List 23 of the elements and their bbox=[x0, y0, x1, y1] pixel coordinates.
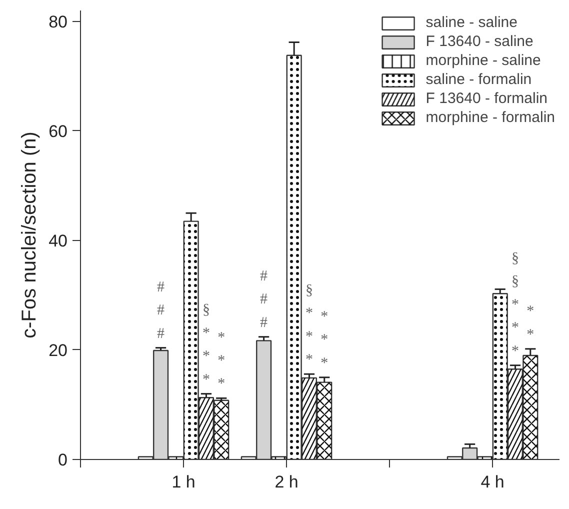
x-tick-label: 2 h bbox=[274, 472, 298, 492]
legend-label: morphine - formalin bbox=[426, 109, 555, 126]
y-axis-title: c-Fos nuclei/section (n) bbox=[18, 132, 41, 338]
legend-label: saline - formalin bbox=[426, 71, 532, 88]
y-tick-label: 80 bbox=[48, 12, 68, 32]
x-tick-label: 4 h bbox=[480, 472, 504, 492]
x-tick-label: 1 h bbox=[172, 472, 196, 492]
annotation: * * * bbox=[218, 330, 226, 392]
annotation: # # # bbox=[260, 268, 268, 331]
legend-label: F 13640 - saline bbox=[426, 33, 534, 50]
annotation: § * * * bbox=[202, 302, 210, 388]
annotation: * * bbox=[526, 304, 534, 343]
legend-label: F 13640 - formalin bbox=[426, 90, 548, 107]
y-tick-label: 20 bbox=[48, 340, 68, 360]
annotation: * * * bbox=[320, 308, 328, 372]
y-tick-label: 0 bbox=[58, 450, 68, 470]
annotation: # # # bbox=[157, 279, 166, 342]
legend-label: saline - saline bbox=[426, 14, 518, 31]
y-tick-label: 40 bbox=[48, 231, 68, 250]
y-tick-label: 60 bbox=[48, 122, 68, 141]
annotation: § * * * bbox=[305, 282, 313, 368]
annotation: § § * * * bbox=[512, 250, 520, 360]
legend-label: morphine - saline bbox=[426, 52, 541, 69]
